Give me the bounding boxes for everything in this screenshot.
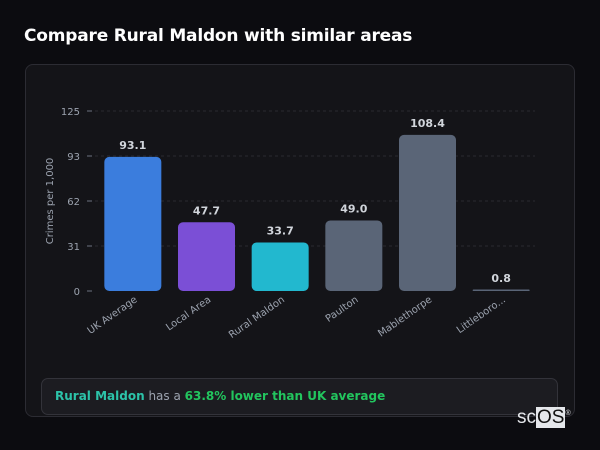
y-tick-label: 62	[67, 197, 80, 208]
bar-value-label: 49.0	[340, 202, 367, 215]
bar	[325, 220, 383, 291]
summary-stat: 63.8% lower than UK average	[184, 389, 386, 403]
bar-value-label: 108.4	[410, 117, 445, 130]
y-tick-label: 0	[74, 287, 80, 298]
logo-registered: ®	[565, 410, 571, 417]
scos-logo: scOS®	[517, 407, 571, 428]
x-tick-label: Paulton	[324, 294, 361, 324]
bar-value-label: 0.8	[491, 272, 511, 285]
bar	[104, 156, 162, 291]
x-tick-label: Mablethorpe	[376, 294, 434, 339]
x-tick-label: Local Area	[164, 294, 213, 333]
logo-text: sc	[517, 407, 536, 428]
x-tick-label: UK Average	[86, 294, 140, 336]
comparison-summary: Rural Maldon has a 63.8% lower than UK a…	[41, 378, 558, 415]
bar	[399, 134, 456, 291]
bar	[178, 222, 235, 291]
x-tick-label: Rural Maldon	[227, 294, 287, 341]
y-tick-label: 31	[67, 242, 80, 253]
bar-value-label: 33.7	[267, 224, 294, 237]
summary-text: has a	[144, 389, 185, 403]
logo-text-os: OS	[536, 407, 566, 428]
summary-place: Rural Maldon	[55, 389, 145, 403]
page-title: Compare Rural Maldon with similar areas	[24, 26, 413, 46]
x-tick-label: Littleboro...	[455, 294, 508, 336]
y-axis-label: Crimes per 1,000	[45, 158, 56, 245]
bar	[251, 242, 309, 291]
bar-value-label: 47.7	[193, 204, 220, 217]
bar	[472, 289, 530, 291]
y-tick-label: 93	[67, 152, 80, 163]
bar-value-label: 93.1	[119, 139, 146, 152]
y-tick-label: 125	[61, 107, 80, 118]
